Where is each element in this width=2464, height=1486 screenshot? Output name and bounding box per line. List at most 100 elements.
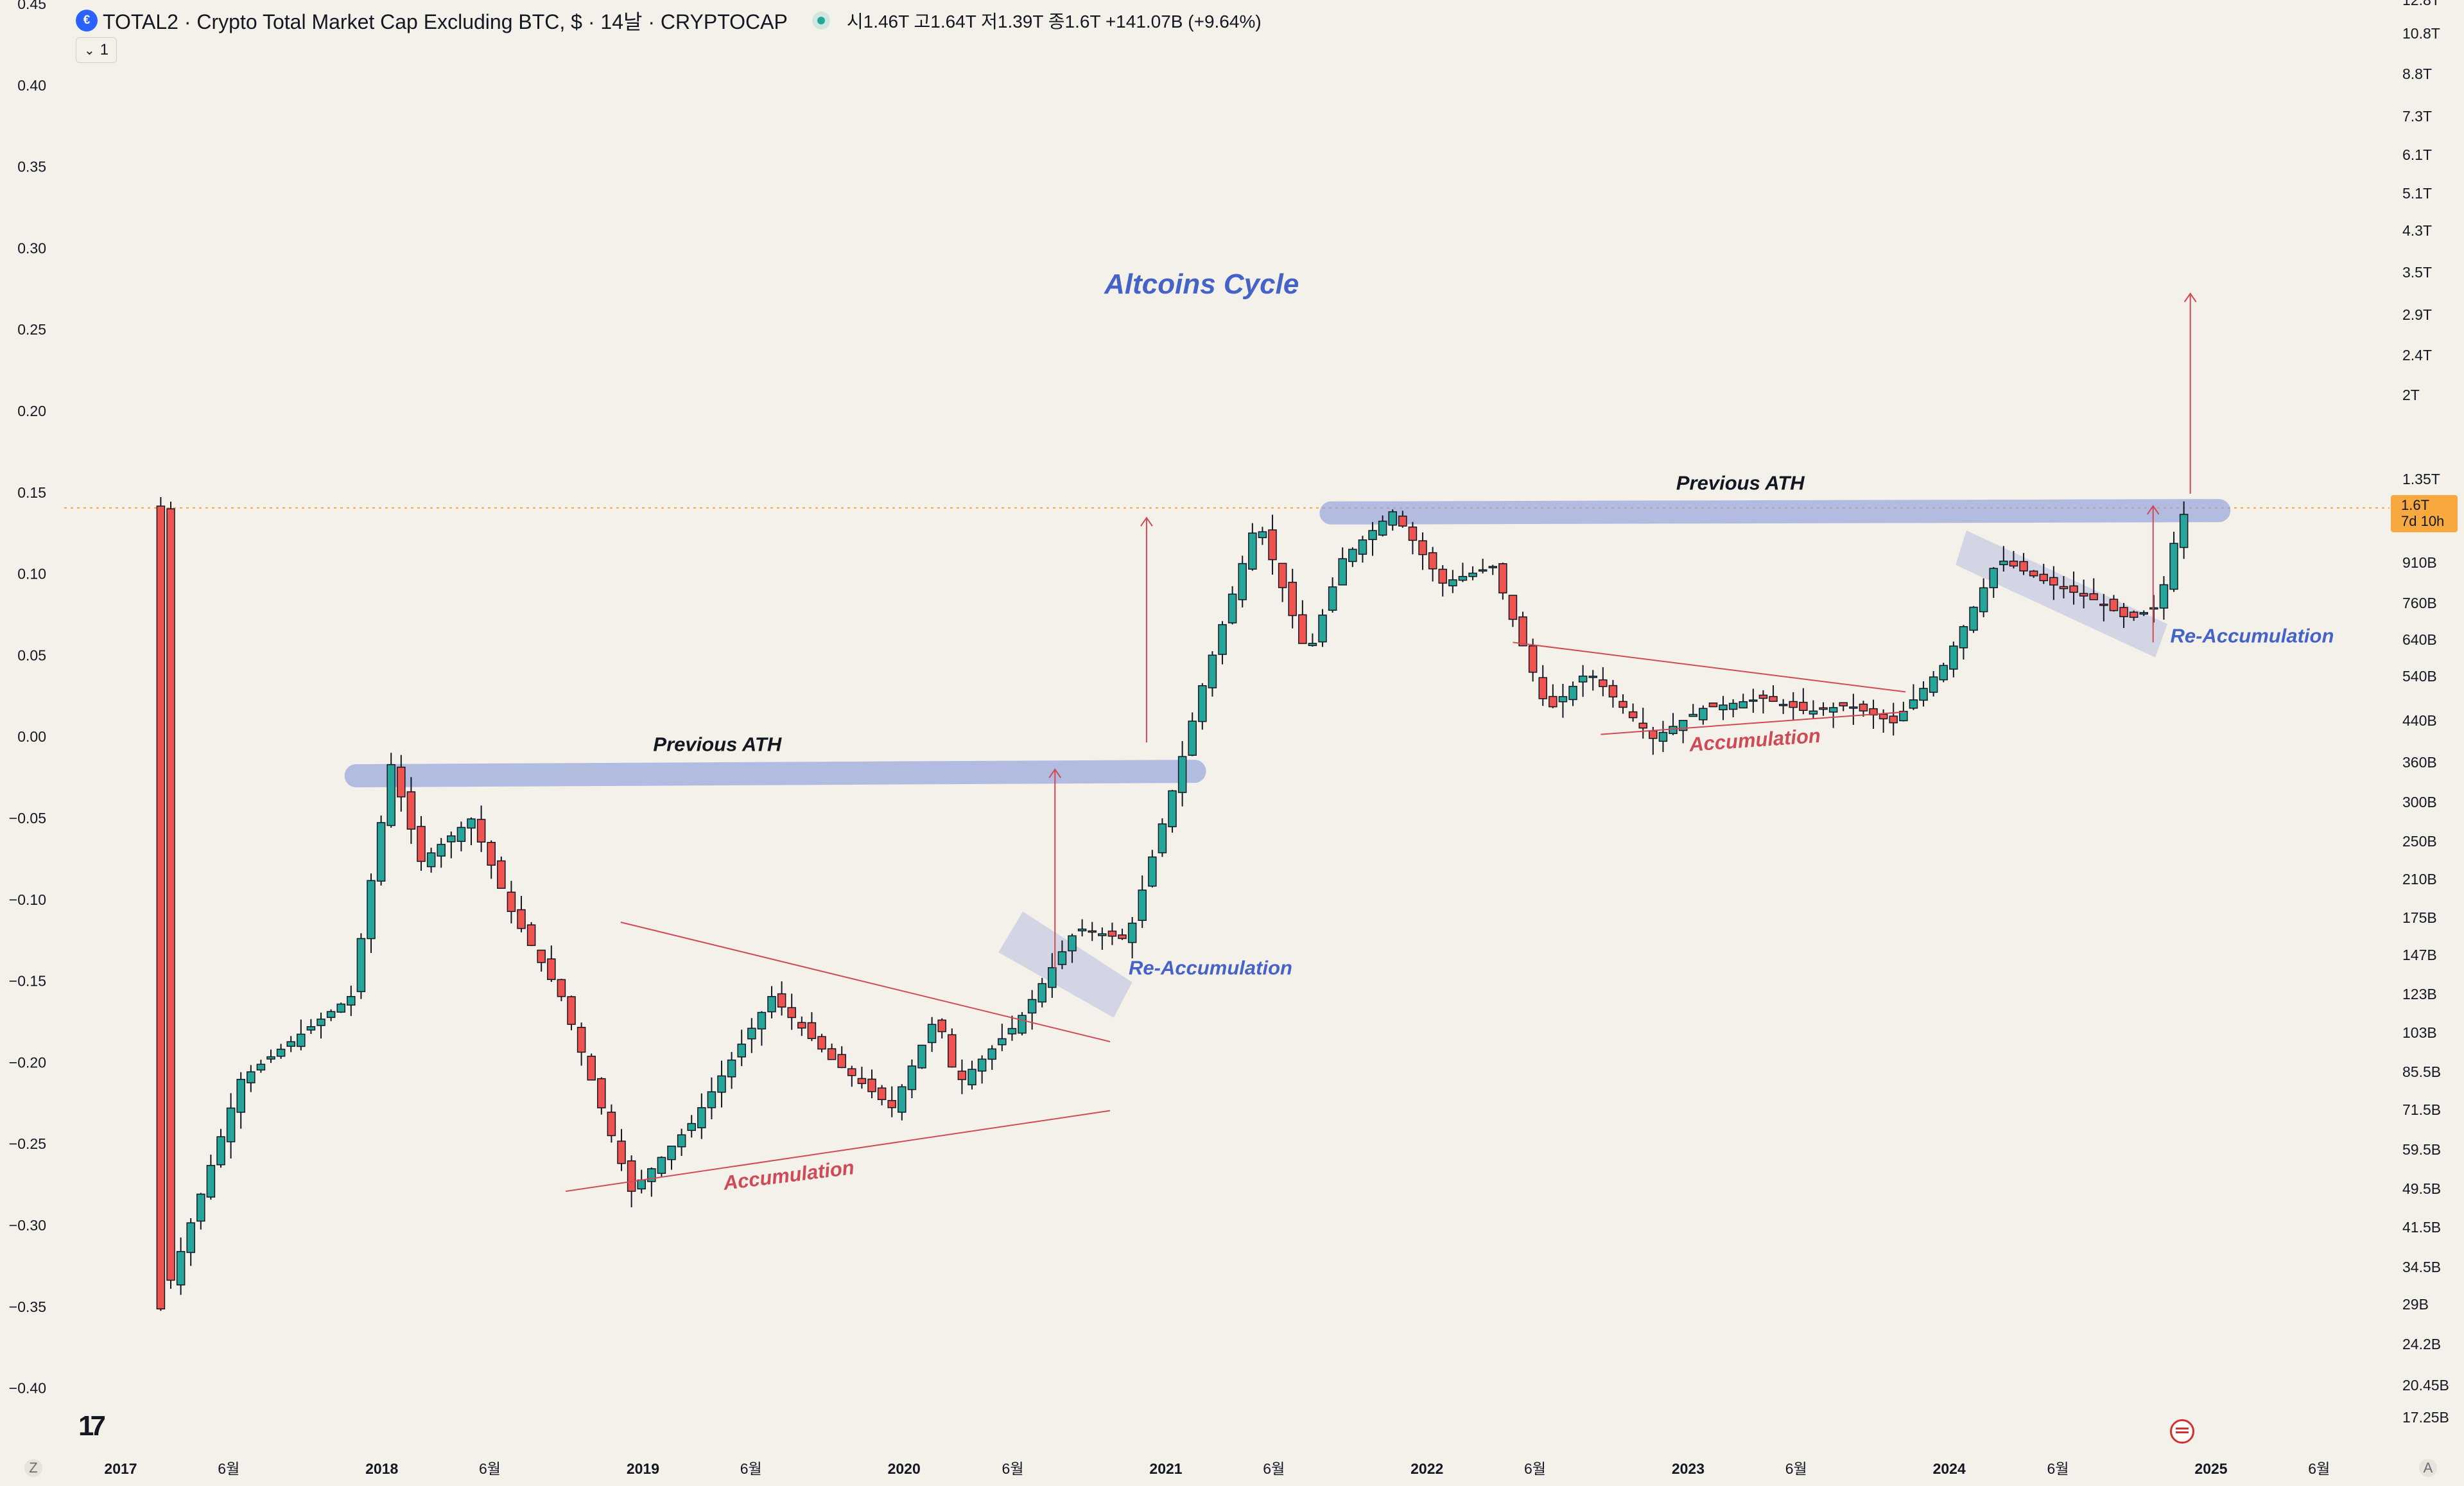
candle-up [1778,704,1788,706]
candle-up [1057,951,1067,965]
candle-up [1198,685,1207,722]
candle-up [1037,983,1046,1003]
candle-down [476,819,486,843]
candle-down [2119,607,2128,618]
candle-down [1298,614,1307,644]
candle-down [857,1078,867,1085]
left-price-axis: 0.45 0.40 0.35 0.30 0.25 0.20 0.15 0.10 0.05 0.00… [9,0,46,1397]
candle-up [347,996,356,1006]
previous-ath-zone-2018 [344,760,1206,788]
right-axis-tick: 41.5B [2402,1219,2441,1236]
candle-down [156,505,166,1309]
collapse-indicators-button[interactable]: ⌄ 1 [76,37,117,63]
candle-up [898,1086,907,1113]
left-axis-tick: −0.20 [9,1054,46,1071]
symbol-title[interactable]: TOTAL2 · Crypto Total Market Cap Excludi… [103,10,788,33]
candle-down [1549,695,1557,708]
candle-up [1468,572,1477,577]
candle-up [447,835,456,843]
candle-up [1578,676,1588,683]
time-axis-tick: 2023 [1672,1460,1705,1477]
left-axis-tick: −0.40 [9,1380,46,1397]
last-price-value: 1.6T [2401,497,2429,513]
previous-ath-zone-2021 [1319,499,2231,525]
candle-down [507,891,516,913]
candle-down [487,842,496,866]
right-axis-tick: 2.4T [2402,347,2432,363]
left-axis-tick: 0.15 [17,484,46,501]
market-status-icon[interactable] [811,12,830,30]
right-axis-tick: 59.5B [2402,1141,2441,1158]
accumulation-support-line-2019 [565,1110,1111,1193]
timezone-button[interactable]: Z [24,1459,42,1477]
candle-up [1458,575,1468,581]
candle-up [727,1059,736,1078]
candle-up [1248,532,1257,570]
candle-up [1098,933,1107,936]
candle-up [1699,708,1708,721]
symbol-header[interactable]: € TOTAL2 · Crypto Total Market Cap Exclu… [76,6,1262,35]
right-axis-tick: 640B [2402,631,2437,648]
candle-up [196,1193,205,1222]
candle-up [667,1145,676,1160]
candle-down [1878,713,1888,720]
candle-down [817,1036,826,1050]
candle-up [657,1157,666,1174]
candle-up [276,1049,286,1057]
candle-up [326,1011,336,1018]
candle-up [1959,626,1968,649]
us-flag-icon[interactable] [2170,1419,2194,1444]
tradingview-logo-icon[interactable]: 17 [78,1410,106,1442]
candle-up [1658,731,1668,742]
target-arrow-2020-head [1048,768,1062,778]
left-axis-tick: −0.35 [9,1298,46,1315]
candle-up [1939,665,1948,681]
cycle-title: Altcoins Cycle [1104,268,1299,300]
candle-down [406,791,416,830]
reaccumulation-label-2024: Re-Accumulation [2170,624,2334,647]
left-axis-tick: −0.15 [9,973,46,990]
right-axis-tick: 6.1T [2402,146,2432,163]
candle-up [226,1107,236,1142]
left-axis-tick: −0.25 [9,1135,46,1152]
candle-down [777,993,786,1008]
candle-down [807,1022,817,1039]
candle-down [1638,722,1647,729]
candle-down [537,949,546,963]
candle-up [1158,823,1167,853]
candle-down [166,508,175,1281]
candle-up [1228,593,1237,624]
candle-up [186,1222,195,1254]
candle-up [206,1165,216,1198]
candle-up [1669,726,1678,735]
time-axis-tick: 2021 [1149,1460,1182,1477]
candle-down [557,979,566,997]
previous-ath-label-2018: Previous ATH [653,733,781,756]
candle-up [2159,584,2169,609]
left-axis-tick: −0.05 [9,810,46,826]
right-axis-tick: 1.35T [2402,471,2440,487]
candle-down [2099,604,2108,606]
candle-up [456,826,466,842]
candle-up [286,1041,295,1047]
candle-up [1258,531,1267,538]
previous-ath-label-2021: Previous ATH [1676,471,1805,494]
candle-up [907,1065,917,1090]
right-axis-tick: 71.5B [2402,1101,2441,1118]
candle-up [297,1033,306,1047]
candle-up [1208,654,1217,688]
left-axis-tick: 0.45 [17,0,46,12]
candle-down [877,1087,887,1101]
candle-up [917,1044,926,1069]
right-axis-tick: 250B [2402,833,2437,850]
candle-up [757,1011,767,1030]
candle-down [957,1071,967,1080]
auto-scale-button[interactable]: A [2419,1459,2437,1477]
left-axis-tick: 0.05 [17,647,46,663]
candle-up [1068,935,1077,952]
candle-down [417,826,426,862]
bar-countdown: 7d 10h [2401,513,2444,529]
candle-up [1018,1015,1027,1034]
